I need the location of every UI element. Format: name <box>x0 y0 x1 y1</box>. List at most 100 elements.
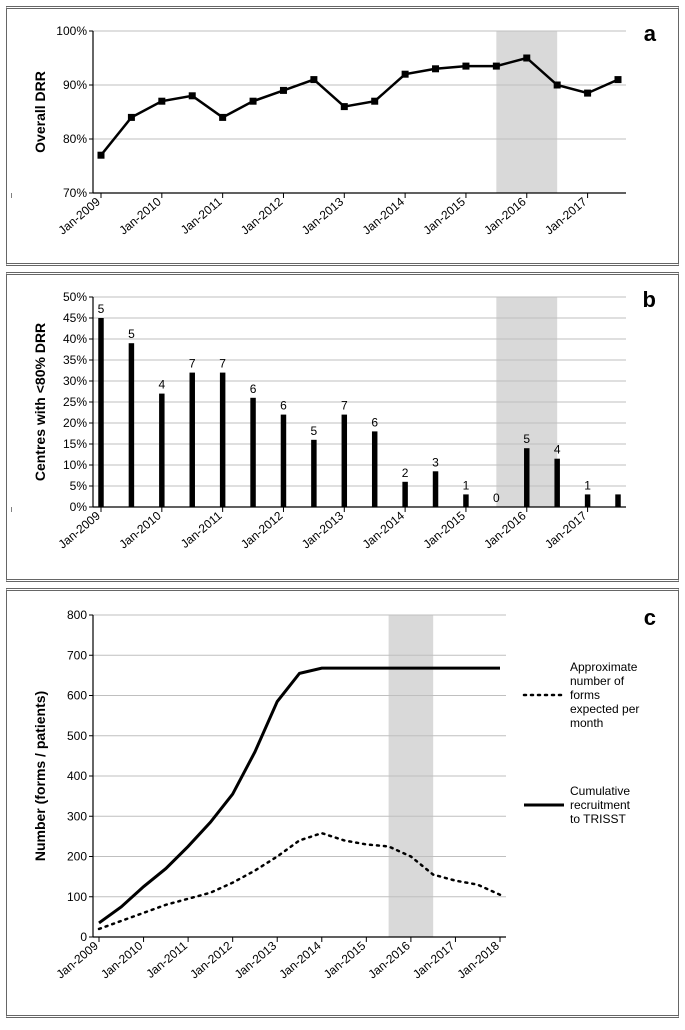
data-marker <box>402 71 409 78</box>
panel-c: 0100200300400500600700800Jan-2009Jan-201… <box>6 588 679 1018</box>
data-marker <box>158 98 165 105</box>
y-tick-label: 300 <box>67 809 87 823</box>
y-tick-label: 80% <box>63 132 87 146</box>
panel-label-b: b <box>643 287 656 312</box>
data-marker <box>371 98 378 105</box>
bar <box>585 494 590 507</box>
data-marker <box>310 76 317 83</box>
y-tick-label: 5% <box>70 479 88 493</box>
bar <box>189 373 194 507</box>
y-tick-label: 30% <box>63 374 87 388</box>
y-tick-label: 800 <box>67 608 87 622</box>
legend-label: to TRISST <box>570 812 626 826</box>
x-tick-label: Jan-2018 <box>455 938 503 981</box>
data-marker <box>128 114 135 121</box>
data-marker <box>219 114 226 121</box>
y-tick-label: 600 <box>67 689 87 703</box>
data-marker <box>280 87 287 94</box>
x-tick-label: Jan-2009 <box>56 194 104 237</box>
x-tick-label: Jan-2012 <box>187 938 235 981</box>
x-tick-label: Jan-2015 <box>421 194 469 237</box>
x-tick-label: Jan-2010 <box>116 194 164 237</box>
x-tick-label: Jan-2017 <box>542 194 590 237</box>
bar <box>433 471 438 507</box>
legend-label: number of <box>570 674 625 688</box>
series-forms_expected <box>99 833 500 929</box>
x-tick-label: Jan-2016 <box>365 938 413 981</box>
bar <box>129 343 134 507</box>
panel-b: 0%5%10%15%20%25%30%35%40%45%50%554776657… <box>6 272 679 582</box>
data-marker <box>250 98 257 105</box>
data-marker <box>615 76 622 83</box>
y-axis-label: Number (forms / patients) <box>32 691 48 861</box>
x-tick-label: Jan-2016 <box>481 194 529 237</box>
legend-label: Approximate <box>570 660 638 674</box>
data-marker <box>98 152 105 159</box>
y-tick-label: 10% <box>63 458 87 472</box>
bar-value-label: 7 <box>219 357 226 371</box>
chart-a: 70% 80% 90% 100% Jan-2009 Jan-2010 Jan-2011 Jan… <box>11 13 676 263</box>
x-tick-label: Jan-2011 <box>178 508 225 551</box>
legend-label: Cumulative <box>570 784 630 798</box>
y-tick-label: 20% <box>63 416 87 430</box>
x-tick-label: Jan-2010 <box>116 508 164 551</box>
data-marker <box>493 63 500 70</box>
data-marker <box>462 63 469 70</box>
bar-value-label: 7 <box>189 357 196 371</box>
x-tick-label: Jan-2009 <box>54 938 102 981</box>
data-marker <box>432 65 439 72</box>
bar-value-label: 5 <box>128 327 135 341</box>
panel-label-a: a <box>644 21 657 46</box>
y-axis-label: Centres with <80% DRR <box>32 323 48 481</box>
bar-value-label: 5 <box>98 302 105 316</box>
x-tick-label: Jan-2014 <box>276 938 324 981</box>
y-tick-label: 400 <box>67 769 87 783</box>
y-tick-label: 25% <box>63 395 87 409</box>
x-tick-label: Jan-2015 <box>421 508 469 551</box>
data-marker <box>189 92 196 99</box>
x-tick-label: Jan-2015 <box>321 938 369 981</box>
x-tick-label: Jan-2011 <box>143 938 190 981</box>
y-tick-label: 50% <box>63 290 87 304</box>
y-tick-label: 90% <box>63 78 87 92</box>
bar <box>250 398 255 507</box>
data-marker <box>584 90 591 97</box>
bar-value-label: 2 <box>402 466 409 480</box>
x-tick-label: Jan-2012 <box>238 194 286 237</box>
y-tick-label: 700 <box>67 648 87 662</box>
bar <box>402 482 407 507</box>
panel-a: 70% 80% 90% 100% Jan-2009 Jan-2010 Jan-2011 Jan… <box>6 6 679 266</box>
bar <box>220 373 225 507</box>
bar <box>615 494 620 507</box>
y-tick-label: 100% <box>56 24 87 38</box>
y-axis-label: Overall DRR <box>32 71 48 153</box>
bar <box>463 494 468 507</box>
x-tick-label: Jan-2017 <box>410 938 458 981</box>
bar <box>524 448 529 507</box>
x-tick-label: Jan-2011 <box>178 194 225 237</box>
x-tick-label: Jan-2014 <box>360 508 408 551</box>
bar <box>98 318 103 507</box>
bar-value-label: 0 <box>493 491 500 505</box>
y-tick-label: 40% <box>63 332 87 346</box>
legend-label: expected per <box>570 702 639 716</box>
chart-c: 0100200300400500600700800Jan-2009Jan-201… <box>11 595 676 1015</box>
y-tick-label: 35% <box>63 353 87 367</box>
x-tick-label: Jan-2013 <box>232 938 280 981</box>
x-tick-label: Jan-2012 <box>238 508 286 551</box>
bar-value-label: 7 <box>341 399 348 413</box>
bar <box>554 459 559 507</box>
bar <box>281 415 286 507</box>
y-tick-label: 0% <box>70 500 88 514</box>
bar-value-label: 5 <box>311 424 318 438</box>
bar <box>342 415 347 507</box>
y-tick-label: 500 <box>67 729 87 743</box>
bar-value-label: 5 <box>523 432 530 446</box>
y-tick-label: 70% <box>63 186 87 200</box>
x-tick-label: Jan-2016 <box>481 508 529 551</box>
y-tick-label: 100 <box>67 890 87 904</box>
bar-value-label: 3 <box>432 455 439 469</box>
bar-value-label: 4 <box>554 443 561 457</box>
y-tick-label: 0 <box>80 930 87 944</box>
chart-b: 0%5%10%15%20%25%30%35%40%45%50%554776657… <box>11 279 676 579</box>
